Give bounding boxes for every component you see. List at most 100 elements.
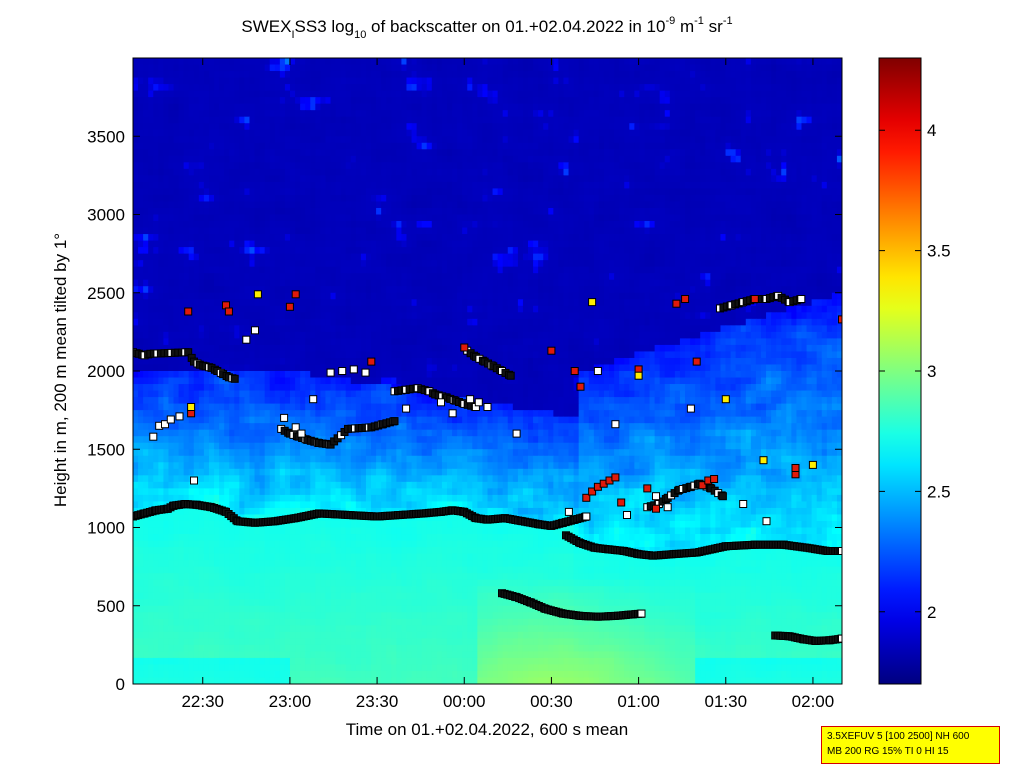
heatmap-cell <box>173 162 180 170</box>
heatmap-cell <box>441 149 448 157</box>
heatmap-cell <box>826 240 833 248</box>
heatmap-cell <box>771 253 777 261</box>
heatmap-cell <box>603 116 610 124</box>
heatmap-cell <box>183 97 190 105</box>
heatmap-cell <box>558 90 565 98</box>
heatmap-cell <box>462 123 468 131</box>
heatmap-cell <box>411 168 418 176</box>
heatmap-cell <box>730 97 737 105</box>
heatmap-cell <box>330 201 337 209</box>
heatmap-cell <box>295 142 301 150</box>
heatmap-cell <box>239 260 246 268</box>
heatmap-cell <box>386 175 392 183</box>
heatmap-cell <box>715 64 722 72</box>
heatmap-cell <box>836 240 842 248</box>
heatmap-cell <box>568 71 575 79</box>
heatmap-cell <box>214 77 220 85</box>
heatmap-cell <box>649 136 656 144</box>
heatmap-cell <box>193 266 200 274</box>
heatmap-cell <box>335 240 342 248</box>
heatmap-cell <box>593 247 600 255</box>
heatmap-cell <box>502 181 509 190</box>
heatmap-cell <box>330 155 337 163</box>
heatmap-cell <box>568 123 575 131</box>
heatmap-cell <box>766 90 772 98</box>
heatmap-cell <box>695 260 701 268</box>
heatmap-cell <box>381 175 387 183</box>
heatmap-cell <box>674 129 681 137</box>
heatmap-cell <box>715 155 722 163</box>
heatmap-cell <box>183 71 190 79</box>
heatmap-cell <box>269 103 276 111</box>
heatmap-cell <box>284 221 291 229</box>
heatmap-cell <box>477 286 484 294</box>
heatmap-cell <box>821 58 828 66</box>
heatmap-cell <box>679 103 686 111</box>
heatmap-cell <box>198 221 205 229</box>
heatmap-cell <box>224 97 230 105</box>
heatmap-cell <box>720 129 727 137</box>
heatmap-cell <box>634 214 641 222</box>
heatmap-cell <box>219 181 225 190</box>
heatmap-cell <box>219 201 225 209</box>
heatmap-cell <box>690 155 696 163</box>
heatmap-cell <box>188 77 195 85</box>
heatmap-cell <box>467 175 473 183</box>
heatmap-cell <box>411 227 418 235</box>
heatmap-cell <box>264 221 271 229</box>
heatmap-cell <box>396 201 402 209</box>
heatmap-cell <box>214 221 220 229</box>
heatmap-cell <box>836 227 842 235</box>
heatmap-cell <box>411 110 418 118</box>
heatmap-cell <box>467 116 473 124</box>
heatmap-cell <box>735 64 742 72</box>
heatmap-cell <box>239 207 246 216</box>
heatmap-cell <box>355 221 362 229</box>
heatmap-cell <box>477 155 484 163</box>
heatmap-cell <box>583 221 590 229</box>
heatmap-cell <box>421 149 428 157</box>
heatmap-cell <box>760 181 767 190</box>
heatmap-cell <box>598 194 605 203</box>
heatmap-cell <box>153 201 159 209</box>
heatmap-cell <box>507 234 514 242</box>
heatmap-cell <box>517 266 524 274</box>
heatmap-cell <box>558 149 565 157</box>
heatmap-cell <box>730 227 737 235</box>
heatmap-cell <box>295 71 301 79</box>
heatmap-cell <box>578 207 585 216</box>
heatmap-cell <box>776 155 782 163</box>
heatmap-cell <box>133 286 139 294</box>
heatmap-cell <box>720 247 727 255</box>
heatmap-cell <box>446 247 453 255</box>
heatmap-cell <box>528 286 534 294</box>
heatmap-cell <box>350 142 357 150</box>
heatmap-cell <box>568 240 575 248</box>
heatmap-cell <box>674 201 681 209</box>
heatmap-cell <box>771 64 777 72</box>
heatmap-cell <box>396 207 402 216</box>
heatmap-cell <box>502 194 509 203</box>
heatmap-cell <box>512 175 519 183</box>
heatmap-cell <box>482 136 489 144</box>
heatmap-cell <box>345 97 352 105</box>
heatmap-cell <box>360 123 367 131</box>
heatmap-cell <box>244 240 251 248</box>
heatmap-cell <box>760 123 767 131</box>
heatmap-cell <box>371 103 377 111</box>
heatmap-cell <box>730 221 737 229</box>
heatmap-cell <box>755 84 762 92</box>
heatmap-cell <box>619 116 625 124</box>
heatmap-cell <box>416 168 423 176</box>
heatmap-cell <box>376 221 382 229</box>
heatmap-cell <box>386 142 392 150</box>
heatmap-cell <box>654 97 661 105</box>
heatmap-cell <box>644 273 651 281</box>
heatmap-cell <box>629 266 635 274</box>
heatmap-cell <box>300 227 306 235</box>
heatmap-cell <box>578 194 585 203</box>
heatmap-cell <box>446 162 453 170</box>
heatmap-cell <box>249 116 256 124</box>
heatmap-cell <box>143 77 149 85</box>
heatmap-cell <box>295 175 301 183</box>
